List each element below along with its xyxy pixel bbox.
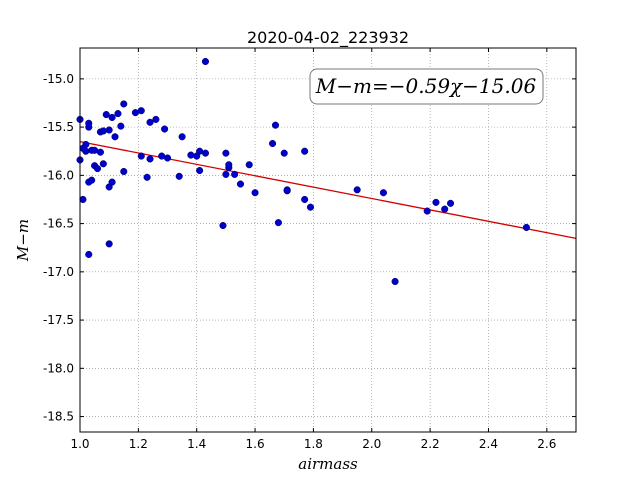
y-tick-label: -15.0 (43, 72, 74, 86)
data-point (280, 149, 288, 157)
data-point (231, 170, 239, 178)
data-point (99, 127, 107, 135)
data-point (222, 149, 230, 157)
x-tick-label: 2.0 (362, 437, 381, 451)
data-point (236, 180, 245, 188)
data-point (225, 161, 233, 169)
data-point (306, 203, 315, 211)
data-point (161, 125, 169, 133)
data-point (391, 277, 399, 286)
data-point (178, 133, 186, 141)
data-point (251, 189, 259, 197)
chart-title: 2020-04-02_223932 (247, 28, 409, 48)
data-point (79, 195, 87, 204)
data-point (105, 240, 113, 248)
fit-line (79, 140, 577, 239)
y-tick-label: -18.0 (43, 361, 74, 375)
data-point (522, 223, 530, 232)
data-point (120, 100, 128, 108)
data-point (432, 198, 440, 206)
data-point (105, 126, 113, 134)
data-point (301, 195, 309, 204)
data-point (271, 121, 280, 129)
data-point (187, 151, 195, 159)
data-point (108, 178, 116, 186)
grid-lines (79, 48, 576, 432)
x-tick-label: 2.4 (479, 437, 498, 451)
data-point (353, 186, 361, 194)
y-tick-label: -17.0 (43, 265, 74, 279)
axis-ticks: 1.0 1.2 1.4 1.6 1.8 2.0 2.2 2.4 2.6 -15.0 -15.5 -16… (43, 48, 576, 451)
data-point (301, 147, 309, 155)
data-point (93, 165, 102, 173)
data-point (152, 115, 160, 123)
data-point (146, 155, 154, 163)
y-axis-label: M−m (14, 219, 32, 262)
data-point (146, 118, 154, 126)
data-point (99, 160, 107, 168)
data-point (201, 149, 210, 157)
x-tick-label: 1.8 (304, 437, 323, 451)
x-tick-label: 1.6 (246, 437, 265, 451)
data-point (120, 167, 128, 176)
x-tick-label: 1.0 (70, 437, 89, 451)
data-point (201, 57, 210, 66)
y-tick-label: -17.5 (43, 313, 74, 327)
data-point (379, 189, 387, 197)
y-tick-label: -16.0 (43, 168, 74, 182)
data-point (283, 186, 291, 194)
data-point (82, 147, 90, 155)
x-tick-label: 1.2 (129, 437, 148, 451)
data-point (274, 219, 282, 227)
data-point (85, 123, 93, 131)
data-point (88, 176, 96, 184)
data-point (114, 110, 122, 118)
data-point (222, 170, 230, 178)
x-axis-label: airmass (298, 455, 358, 473)
data-point (117, 122, 125, 130)
data-point (163, 154, 172, 162)
plot-frame (79, 47, 577, 433)
data-point (446, 199, 455, 207)
annotation-box (309, 68, 544, 105)
y-tick-label: -16.5 (43, 217, 74, 231)
data-point (137, 152, 145, 160)
data-points (76, 57, 530, 286)
x-tick-label: 2.2 (421, 437, 440, 451)
data-point (85, 250, 93, 259)
data-point (269, 139, 277, 148)
fit-equation-annotation: M−m=−0.59χ−15.06 (309, 68, 544, 105)
data-point (175, 172, 183, 180)
data-point (423, 207, 431, 215)
y-tick-label: -15.5 (43, 120, 74, 134)
data-point (196, 166, 204, 175)
data-point (96, 148, 104, 156)
data-point (102, 111, 110, 119)
x-tick-label: 1.4 (187, 437, 206, 451)
fit-line-layer (79, 140, 577, 239)
data-point (108, 113, 116, 122)
data-point (219, 221, 227, 230)
annotation-text: M−m=−0.59χ−15.06 (315, 74, 537, 98)
y-tick-label: -18.5 (43, 410, 74, 424)
data-point (111, 133, 119, 141)
x-tick-label: 2.6 (537, 437, 556, 451)
data-point (245, 161, 253, 169)
data-point (143, 173, 151, 181)
data-point (137, 107, 145, 115)
data-point (82, 140, 90, 149)
data-point (441, 205, 449, 213)
